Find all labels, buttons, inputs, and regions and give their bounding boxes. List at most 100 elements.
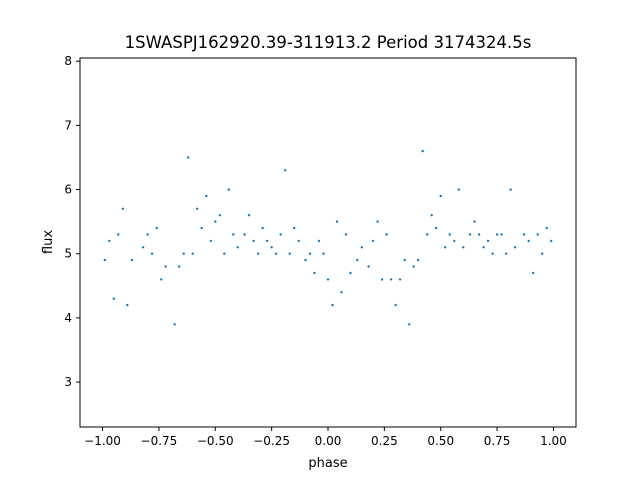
data-point [457,188,460,191]
data-point [155,226,158,230]
data-point [261,226,264,230]
data-point [412,265,415,268]
y-axis-label: flux [41,230,56,254]
data-point [103,258,107,262]
data-point [335,220,339,223]
data-point [448,233,451,236]
x-tick-label: −0.75 [141,434,178,448]
data-point [482,246,485,249]
data-point [160,278,163,281]
data-point [270,246,273,249]
data-point [394,303,397,307]
y-tick-label: 7 [64,118,72,132]
data-point [421,149,424,153]
x-tick-label: −0.25 [253,434,290,448]
y-tick-label: 3 [64,375,72,389]
data-points [103,149,553,326]
data-point [403,258,406,262]
data-point [150,252,154,255]
data-point [117,233,120,236]
data-point [112,297,116,300]
data-point [164,265,167,268]
data-point [322,252,325,255]
data-point [532,271,535,275]
data-point [326,278,330,281]
data-point [522,233,526,236]
data-point [356,258,359,262]
data-point [256,252,260,255]
data-point [509,188,512,191]
data-point [536,233,539,236]
x-tick-label: 1.00 [540,434,567,448]
data-point [265,239,269,243]
data-point [313,271,316,275]
data-point [297,239,300,243]
data-point [504,252,508,255]
data-point [293,226,296,230]
y-tick-label: 8 [64,54,72,68]
data-point [130,258,134,262]
data-point [227,188,230,191]
data-point [236,246,239,249]
data-point [417,258,420,262]
data-point [308,252,312,255]
y-tick-label: 4 [64,311,72,325]
y-tick-label: 5 [64,247,72,261]
plot-frame [79,57,577,428]
data-point [317,239,321,243]
x-tick-label: 0.00 [315,434,342,448]
data-point [495,233,499,236]
data-point [126,303,129,307]
data-point [426,233,429,236]
data-point [108,239,111,243]
x-axis-label: phase [308,456,347,471]
data-point [304,258,307,262]
data-point [444,246,447,249]
data-point [500,233,503,236]
data-point [223,252,226,255]
data-point [380,278,384,281]
data-point [214,220,217,223]
x-tick-label: 0.50 [427,434,454,448]
data-point [340,291,343,294]
data-point [331,303,334,307]
chart-title: 1SWASPJ162920.39-311913.2 Period 3174324… [125,33,532,52]
data-point [367,265,370,268]
x-axis: −1.00 −0.75 −0.50 −0.25 0.00 0.25 0.50 0.75 1.00 [84,427,567,448]
data-point [232,233,235,236]
y-axis: 3 4 5 6 7 8 [64,54,80,389]
data-point [141,246,145,249]
data-point [453,239,456,243]
data-point [371,239,375,243]
x-tick-label: −0.50 [197,434,234,448]
data-point [477,233,481,236]
data-point [121,207,125,210]
data-point [274,252,278,255]
data-point [279,233,282,236]
data-point [146,233,149,236]
data-point [408,323,411,326]
data-point [247,214,251,217]
data-point [430,214,433,217]
data-point [435,226,438,230]
data-point [187,156,190,159]
data-point [550,239,553,243]
data-point [243,233,246,236]
data-point [376,220,379,223]
x-tick-label: −1.00 [84,434,121,448]
data-point [191,252,194,255]
data-point [200,226,203,230]
data-point [462,246,465,249]
data-point [196,207,199,210]
data-point [545,226,548,230]
data-point [360,246,363,249]
data-point [178,265,181,268]
data-point [284,169,287,172]
data-point [468,233,472,236]
data-point [288,252,291,255]
y-tick-label: 6 [64,183,72,197]
data-point [349,271,352,275]
data-point [398,278,402,281]
data-point [344,233,348,236]
